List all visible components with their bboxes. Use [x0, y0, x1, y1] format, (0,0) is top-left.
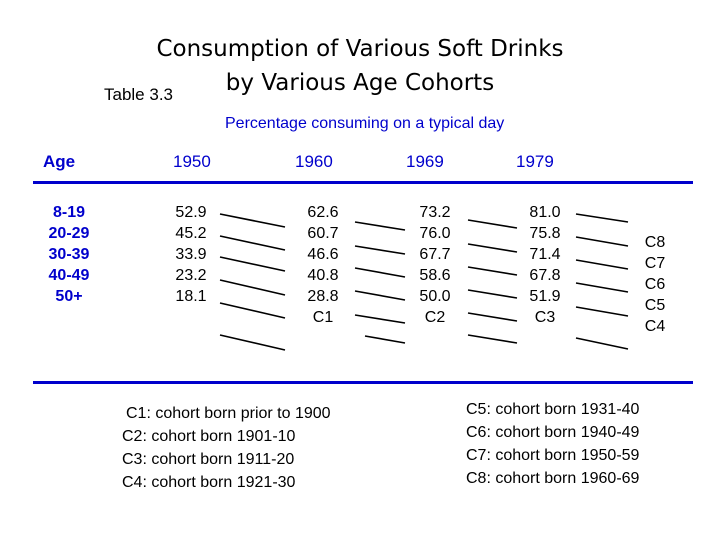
value-cell: 50.0 [419, 288, 451, 305]
legend-item: C6: cohort born 1940-49 [466, 424, 640, 441]
values-1960: 62.6 60.7 46.6 40.8 28.8 C1 [298, 202, 348, 328]
value-cell: 28.8 [307, 288, 339, 305]
value-cell: 58.6 [419, 267, 451, 284]
cohort-link-line [219, 256, 286, 272]
cohort-link-line [364, 335, 406, 344]
cohort-link-line [354, 267, 406, 278]
title-line-1: Consumption of Various Soft Drinks [156, 36, 564, 62]
legend-item: C1: cohort born prior to 1900 [126, 405, 331, 422]
cohort-link-line [219, 235, 286, 251]
header-year-1960: 1960 [295, 152, 333, 171]
cohort-link-line [354, 314, 406, 324]
age-group: 50+ [55, 288, 83, 305]
legend-item: C3: cohort born 1911-20 [122, 451, 295, 468]
cohort-link-line [467, 266, 518, 276]
value-cell: 73.2 [419, 204, 451, 221]
cohort-label-c1: C1 [312, 309, 334, 326]
cohort-link-line [467, 289, 518, 299]
cohort-label: C7 [644, 255, 666, 272]
table-bottom-rule [33, 381, 693, 384]
cohort-link-line [354, 290, 406, 301]
legend-item: C4: cohort born 1921-30 [122, 474, 296, 491]
subtitle: Percentage consuming on a typical day [225, 115, 505, 132]
value-cell: 76.0 [419, 225, 451, 242]
cohort-link-line [354, 245, 406, 255]
age-group: 8-19 [52, 204, 86, 221]
cohort-label: C8 [644, 234, 666, 251]
legend-item: C5: cohort born 1931-40 [466, 401, 640, 418]
value-cell: 33.9 [175, 246, 207, 263]
header-rule [33, 181, 693, 184]
cohort-label: C4 [644, 318, 666, 335]
value-cell: 40.8 [307, 267, 339, 284]
age-group: 30-39 [48, 246, 90, 263]
cohort-link-line [575, 306, 629, 317]
cohort-link-line [467, 243, 518, 253]
age-column: 8-19 20-29 30-39 40-49 50+ [38, 202, 100, 307]
legend-left: C1: cohort born prior to 1900 C2: cohort… [122, 402, 331, 494]
cohort-link-line [575, 213, 629, 223]
cohort-link-line [575, 236, 629, 247]
cohort-label: C5 [644, 297, 666, 314]
header-age: Age [43, 152, 76, 171]
header-year-1979: 1979 [516, 152, 554, 171]
cohort-label-c3: C3 [534, 309, 556, 326]
value-cell: 75.8 [529, 225, 561, 242]
header-year-1969: 1969 [406, 152, 444, 171]
cohort-link-line [219, 213, 286, 228]
legend-item: C2: cohort born 1901-10 [122, 428, 296, 445]
cohort-label-c2: C2 [424, 309, 446, 326]
cohort-link-line [219, 279, 286, 296]
cohort-link-line [467, 312, 518, 322]
legend-item: C8: cohort born 1960-69 [466, 470, 640, 487]
values-1969: 73.2 76.0 67.7 58.6 50.0 C2 [410, 202, 460, 328]
value-cell: 23.2 [175, 267, 207, 284]
cohort-link-line [575, 259, 629, 270]
cohort-link-line [467, 334, 518, 344]
value-cell: 45.2 [175, 225, 207, 242]
value-cell: 81.0 [529, 204, 561, 221]
cohort-link-line [575, 282, 629, 293]
header-year-1950: 1950 [173, 152, 211, 171]
value-cell: 51.9 [529, 288, 561, 305]
age-group: 20-29 [48, 225, 90, 242]
values-1950: 52.9 45.2 33.9 23.2 18.1 [166, 202, 216, 307]
value-cell: 46.6 [307, 246, 339, 263]
cohort-link-line [354, 221, 406, 231]
value-cell: 71.4 [529, 246, 561, 263]
title-line-2: by Various Age Cohorts [225, 70, 495, 96]
legend-right: C5: cohort born 1931-40 C6: cohort born … [466, 398, 639, 490]
cohort-label: C6 [644, 276, 666, 293]
cohort-link-line [219, 334, 286, 351]
cohort-link-line [219, 302, 286, 319]
age-group: 40-49 [48, 267, 90, 284]
cohort-column: C8 C7 C6 C5 C4 [633, 232, 677, 337]
value-cell: 18.1 [175, 288, 207, 305]
value-cell: 60.7 [307, 225, 339, 242]
table-label: Table 3.3 [104, 85, 173, 104]
cohort-link-line [575, 337, 629, 350]
cohort-link-line [467, 219, 518, 229]
value-cell: 67.7 [419, 246, 451, 263]
value-cell: 62.6 [307, 204, 339, 221]
legend-item: C7: cohort born 1950-59 [466, 447, 640, 464]
value-cell: 52.9 [175, 204, 207, 221]
value-cell: 67.8 [529, 267, 561, 284]
values-1979: 81.0 75.8 71.4 67.8 51.9 C3 [520, 202, 570, 328]
